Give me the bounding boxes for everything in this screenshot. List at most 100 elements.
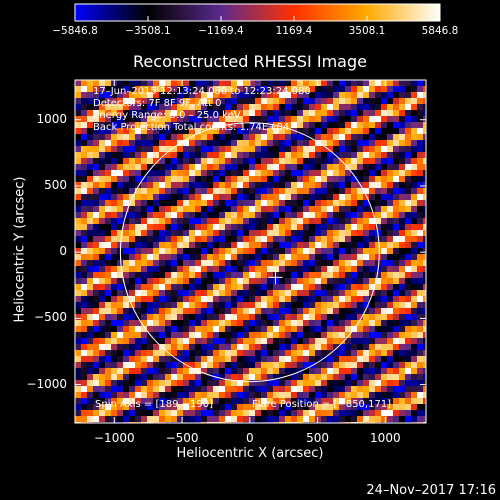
heatmap-cell	[243, 212, 249, 218]
heatmap-cell	[255, 140, 261, 146]
heatmap-cell	[387, 398, 393, 404]
heatmap-cell	[351, 266, 357, 272]
heatmap-cell	[327, 266, 333, 272]
heatmap-cell	[291, 170, 297, 176]
heatmap-cell	[309, 140, 315, 146]
heatmap-cell	[285, 188, 291, 194]
heatmap-cell	[423, 308, 426, 314]
heatmap-cell	[129, 212, 135, 218]
heatmap-cell	[327, 314, 333, 320]
heatmap-cell	[249, 86, 255, 92]
heatmap-cell	[273, 116, 279, 122]
heatmap-cell	[417, 272, 423, 278]
heatmap-cell	[411, 320, 417, 326]
heatmap-cell	[345, 158, 351, 164]
heatmap-cell	[315, 302, 321, 308]
heatmap-cell	[387, 260, 393, 266]
heatmap-cell	[117, 128, 123, 134]
heatmap-cell	[309, 302, 315, 308]
heatmap-cell	[357, 386, 363, 392]
heatmap-cell	[369, 308, 375, 314]
heatmap-cell	[129, 260, 135, 266]
heatmap-cell	[297, 392, 303, 398]
heatmap-cell	[351, 212, 357, 218]
heatmap-cell	[147, 254, 153, 260]
heatmap-cell	[417, 152, 423, 158]
heatmap-cell	[369, 224, 375, 230]
heatmap-cell	[183, 140, 189, 146]
heatmap-cell	[189, 206, 195, 212]
heatmap-cell	[381, 140, 387, 146]
heatmap-cell	[111, 212, 117, 218]
heatmap-cell	[213, 326, 219, 332]
heatmap-cell	[417, 278, 423, 284]
heatmap-cell	[333, 146, 339, 152]
heatmap-cell	[117, 284, 123, 290]
heatmap-cell	[363, 308, 369, 314]
heatmap-cell	[369, 134, 375, 140]
heatmap-cell	[255, 350, 261, 356]
heatmap-cell	[345, 368, 351, 374]
heatmap-cell	[177, 326, 183, 332]
heatmap-cell	[213, 230, 219, 236]
heatmap-cell	[333, 272, 339, 278]
heatmap-cell	[339, 200, 345, 206]
heatmap-cell	[423, 302, 426, 308]
heatmap-cell	[75, 98, 81, 104]
heatmap-cell	[375, 152, 381, 158]
heatmap-cell	[159, 326, 165, 332]
heatmap-cell	[225, 116, 231, 122]
heatmap-cell	[363, 404, 369, 410]
heatmap-cell	[315, 164, 321, 170]
heatmap-cell	[171, 152, 177, 158]
heatmap-cell	[291, 164, 297, 170]
heatmap-cell	[297, 332, 303, 338]
heatmap-cell	[195, 296, 201, 302]
heatmap-cell	[93, 320, 99, 326]
heatmap-cell	[345, 410, 351, 416]
heatmap-cell	[171, 194, 177, 200]
heatmap-cell	[135, 218, 141, 224]
heatmap-cell	[195, 398, 201, 404]
heatmap-cell	[345, 206, 351, 212]
heatmap-cell	[231, 278, 237, 284]
heatmap-cell	[309, 80, 315, 86]
heatmap-cell	[219, 296, 225, 302]
heatmap-cell	[183, 122, 189, 128]
heatmap-cell	[123, 302, 129, 308]
heatmap-cell	[255, 332, 261, 338]
heatmap-cell	[117, 200, 123, 206]
heatmap-cell	[135, 368, 141, 374]
heatmap-cell	[333, 134, 339, 140]
heatmap-cell	[213, 212, 219, 218]
heatmap-cell	[219, 116, 225, 122]
heatmap-cell	[153, 230, 159, 236]
heatmap-cell	[219, 182, 225, 188]
heatmap-cell	[309, 410, 315, 416]
heatmap-cell	[411, 134, 417, 140]
heatmap-cell	[93, 86, 99, 92]
heatmap-cell	[207, 194, 213, 200]
heatmap-cell	[225, 230, 231, 236]
heatmap-cell	[411, 212, 417, 218]
heatmap-cell	[309, 260, 315, 266]
heatmap-cell	[75, 116, 81, 122]
heatmap-cell	[189, 380, 195, 386]
heatmap-cell	[345, 152, 351, 158]
heatmap-cell	[201, 212, 207, 218]
heatmap-cell	[405, 218, 411, 224]
heatmap-cell	[87, 122, 93, 128]
heatmap-cell	[285, 254, 291, 260]
heatmap-cell	[369, 272, 375, 278]
heatmap-cell	[267, 356, 273, 362]
heatmap-cell	[261, 176, 267, 182]
heatmap-cell	[87, 146, 93, 152]
heatmap-cell	[285, 290, 291, 296]
heatmap-cell	[381, 170, 387, 176]
heatmap-cell	[339, 176, 345, 182]
heatmap-cell	[207, 164, 213, 170]
heatmap-cell	[249, 338, 255, 344]
heatmap-cell	[351, 128, 357, 134]
heatmap-cell	[339, 242, 345, 248]
heatmap-cell	[153, 206, 159, 212]
